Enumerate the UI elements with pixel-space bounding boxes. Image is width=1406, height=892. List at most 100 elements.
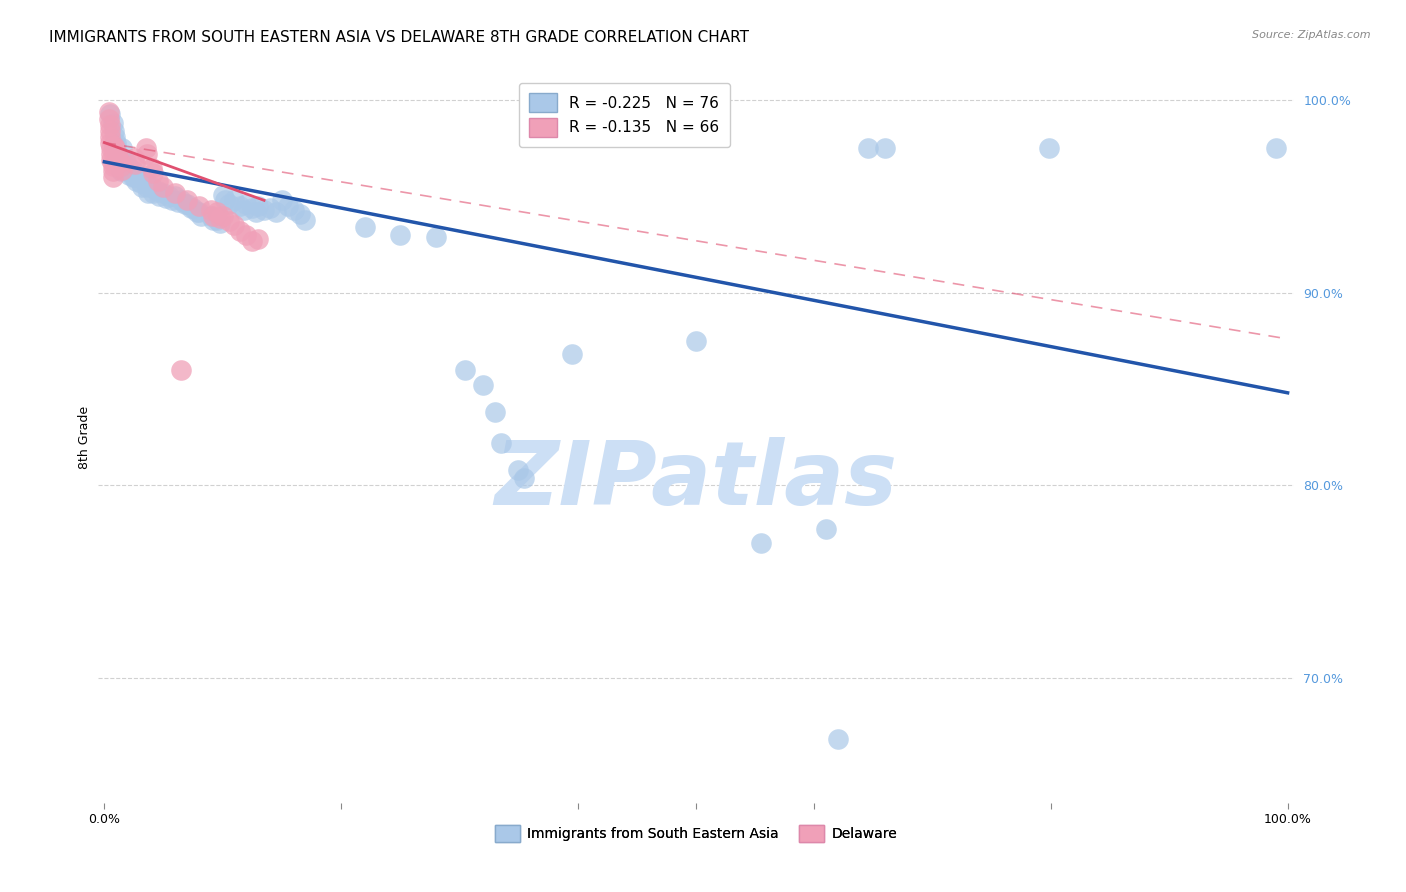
Point [815, 523, 838, 537]
Point [165, 189, 187, 203]
Point [98, 118, 121, 132]
Point [205, 212, 228, 227]
Point [157, 189, 180, 203]
Point [247, 199, 270, 213]
Point [98, 106, 121, 120]
Point [513, 470, 536, 484]
Point [489, 435, 512, 450]
Point [105, 141, 128, 155]
Point [240, 234, 263, 248]
Point [277, 199, 299, 213]
Point [98, 104, 121, 119]
Point [105, 153, 128, 167]
Point [121, 170, 143, 185]
Point [425, 230, 447, 244]
Point [152, 179, 174, 194]
Point [200, 202, 222, 217]
Point [160, 194, 183, 208]
Point [235, 227, 257, 242]
Point [188, 205, 211, 219]
Point [176, 194, 198, 208]
Y-axis label: 8th Grade: 8th Grade [79, 406, 91, 468]
Point [856, 141, 879, 155]
Point [264, 205, 287, 219]
Point [749, 536, 772, 550]
Point [827, 732, 849, 747]
Point [259, 201, 281, 215]
Point [101, 164, 124, 178]
Point [270, 194, 292, 208]
Point [148, 189, 170, 203]
Point [190, 209, 212, 223]
Point [103, 145, 125, 160]
Point [247, 232, 270, 246]
Point [181, 201, 204, 215]
Point [229, 199, 252, 213]
Point [389, 227, 412, 242]
Point [105, 147, 128, 161]
Point [111, 162, 134, 177]
Point [165, 186, 187, 200]
Point [98, 136, 121, 150]
Point [202, 212, 225, 227]
Point [104, 157, 127, 171]
Point [103, 151, 125, 165]
Point [218, 197, 240, 211]
Point [110, 159, 132, 173]
Point [875, 141, 897, 155]
Point [173, 197, 195, 211]
Point [141, 179, 163, 194]
Point [561, 347, 583, 361]
Point [283, 202, 305, 217]
Point [135, 141, 157, 155]
Point [1264, 141, 1286, 155]
Point [129, 176, 152, 190]
Point [472, 378, 495, 392]
Point [224, 219, 246, 233]
Point [124, 157, 146, 171]
Point [100, 153, 122, 167]
Point [131, 179, 153, 194]
Point [122, 164, 145, 178]
Point [166, 195, 188, 210]
Point [146, 184, 169, 198]
Point [209, 211, 232, 225]
Point [202, 209, 225, 223]
Point [205, 205, 228, 219]
Legend: Immigrants from South Eastern Asia, Delaware: Immigrants from South Eastern Asia, Dela… [489, 819, 903, 847]
Point [121, 166, 143, 180]
Point [170, 362, 193, 376]
Text: Source: ZipAtlas.com: Source: ZipAtlas.com [1253, 30, 1371, 40]
Point [508, 463, 530, 477]
Point [685, 334, 707, 348]
Point [214, 194, 236, 208]
Point [253, 202, 276, 217]
Text: IMMIGRANTS FROM SOUTH EASTERN ASIA VS DELAWARE 8TH GRADE CORRELATION CHART: IMMIGRANTS FROM SOUTH EASTERN ASIA VS DE… [49, 30, 749, 45]
Point [105, 147, 128, 161]
Point [211, 187, 233, 202]
Point [211, 209, 233, 223]
Point [104, 129, 127, 144]
Point [235, 197, 257, 211]
Point [152, 186, 174, 200]
Point [104, 141, 127, 155]
Point [101, 159, 124, 173]
Point [155, 191, 177, 205]
Point [146, 174, 169, 188]
Point [1038, 141, 1060, 155]
Point [170, 194, 193, 208]
Point [454, 362, 477, 376]
Point [114, 162, 136, 177]
Point [180, 201, 202, 215]
Point [115, 161, 138, 175]
Point [224, 194, 246, 208]
Point [107, 153, 129, 167]
Point [101, 170, 124, 185]
Point [176, 197, 198, 211]
Point [141, 161, 163, 175]
Point [98, 129, 121, 144]
Point [111, 151, 134, 165]
Point [100, 141, 122, 155]
Point [108, 154, 131, 169]
Point [122, 151, 145, 165]
